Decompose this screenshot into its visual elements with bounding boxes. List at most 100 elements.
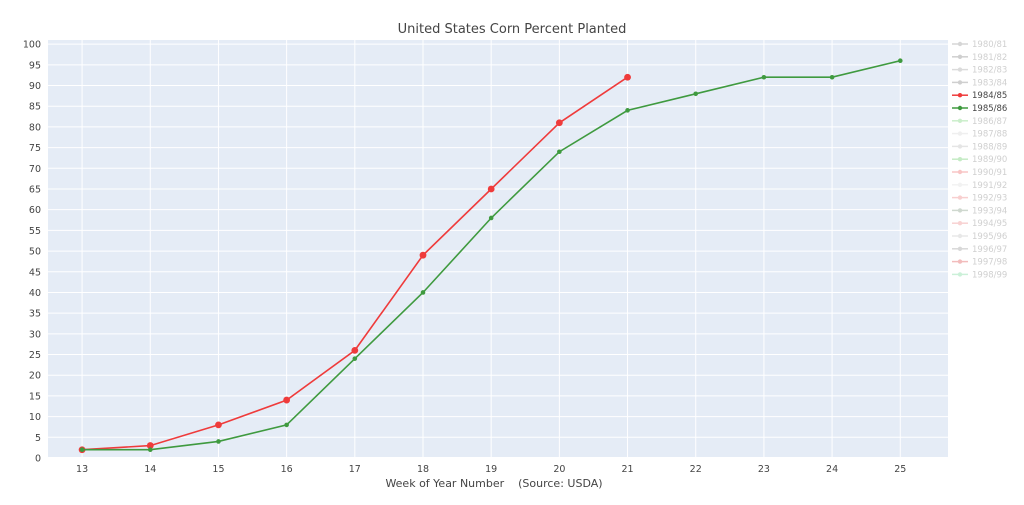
legend-item[interactable]: 1998/99 [952,270,1007,280]
legend-swatch-marker [957,221,963,226]
data-point [216,439,221,444]
legend-swatch-marker [957,144,963,149]
x-axis-ticks: 13 14 15 16 17 18 19 20 21 22 23 24 25 [76,464,906,475]
x-tick-label: 20 [553,464,565,475]
legend-swatch-marker [957,41,963,47]
y-tick-label: 35 [29,309,41,320]
grid-lines [48,40,948,459]
y-tick-label: 90 [29,81,41,92]
y-axis-ticks: 0 5 10 15 20 25 30 35 40 45 50 55 60 65 70 75 80 85 90 95 10… [23,40,41,465]
y-tick-label: 20 [29,371,41,382]
data-point [283,396,291,404]
legend-item[interactable]: 1990/91 [952,168,1007,178]
legend-label: 1992/93 [972,194,1007,204]
legend-item[interactable]: 1994/95 [952,219,1007,229]
data-point [419,251,427,259]
x-tick-label: 24 [826,464,838,475]
series-1984-85 [78,73,631,454]
legend-swatch-marker [957,157,963,162]
data-point [215,421,222,429]
legend-label: 1998/99 [972,270,1007,280]
legend-item[interactable]: 1997/98 [952,258,1007,268]
data-point [487,185,495,193]
y-tick-label: 40 [29,288,41,299]
y-tick-label: 0 [35,454,41,465]
data-point [829,74,835,80]
legend-swatch-marker [957,54,963,59]
y-tick-label: 30 [29,329,41,340]
legend-swatch-marker [957,118,963,124]
y-tick-label: 100 [23,40,41,51]
plot-background [48,40,948,458]
legend-item[interactable]: 1986/87 [952,117,1007,127]
data-point [693,91,699,97]
legend-label: 1986/87 [972,117,1007,127]
legend-label: 1985/86 [972,104,1007,114]
legend-swatch-marker [957,105,963,111]
legend-item[interactable]: 1985/86 [952,104,1007,114]
legend-swatch-marker [957,67,963,72]
legend-item[interactable]: 1989/90 [952,155,1007,165]
legend-label: 1989/90 [972,155,1007,165]
legend-label: 1993/94 [972,206,1007,216]
data-point [147,447,153,453]
legend-label: 1981/82 [972,53,1007,63]
legend[interactable]: 1980/81 1981/82 1982/83 1983/84 1984/85 1985/… [952,40,1007,280]
x-tick-label: 19 [485,464,497,475]
y-tick-label: 65 [29,184,41,195]
legend-label: 1997/98 [972,258,1007,268]
y-tick-label: 80 [29,122,41,133]
legend-item[interactable]: 1996/97 [952,245,1007,255]
legend-item[interactable]: 1980/81 [952,40,1007,50]
y-tick-label: 60 [29,205,41,216]
y-tick-label: 50 [29,247,41,258]
legend-label: 1990/91 [972,168,1007,178]
legend-label: 1984/85 [972,91,1007,101]
data-point [488,215,494,221]
data-point [284,422,289,428]
data-point [761,74,767,80]
legend-item[interactable]: 1995/96 [952,232,1007,242]
data-point [351,346,359,354]
x-axis-label: Week of Year Number (Source: USDA) [385,477,602,490]
legend-swatch-marker [957,208,963,213]
data-point [146,442,154,449]
y-tick-label: 10 [29,412,41,423]
legend-item[interactable]: 1991/92 [952,181,1007,191]
y-tick-label: 85 [29,102,41,113]
legend-label: 1994/95 [972,219,1007,229]
legend-swatch-marker [957,93,963,98]
legend-item[interactable]: 1984/85 [952,91,1007,101]
x-tick-label: 17 [349,464,361,475]
legend-swatch-marker [957,246,963,251]
legend-swatch-marker [957,195,963,200]
y-tick-label: 45 [29,267,41,278]
legend-item[interactable]: 1993/94 [952,206,1007,216]
legend-item[interactable]: 1992/93 [952,194,1007,204]
legend-label: 1980/81 [972,40,1007,50]
legend-label: 1988/89 [972,142,1007,152]
legend-item[interactable]: 1988/89 [952,142,1007,152]
legend-item[interactable]: 1987/88 [952,130,1007,140]
x-tick-label: 22 [690,464,702,475]
data-point [79,447,85,453]
data-point [420,290,426,295]
legend-label: 1983/84 [972,78,1007,88]
data-point [897,58,903,63]
legend-swatch-marker [957,131,963,136]
chart-title: United States Corn Percent Planted [398,22,627,37]
legend-item[interactable]: 1982/83 [952,66,1007,76]
legend-item[interactable]: 1983/84 [952,78,1007,88]
x-tick-label: 23 [758,464,770,475]
data-point [557,149,562,155]
legend-label: 1991/92 [972,181,1007,191]
y-tick-label: 15 [29,391,41,402]
data-point [625,108,630,113]
legend-item[interactable]: 1981/82 [952,53,1007,63]
legend-label: 1995/96 [972,232,1007,242]
data-point [352,356,358,361]
y-tick-label: 25 [29,350,41,361]
y-tick-label: 95 [29,60,41,71]
